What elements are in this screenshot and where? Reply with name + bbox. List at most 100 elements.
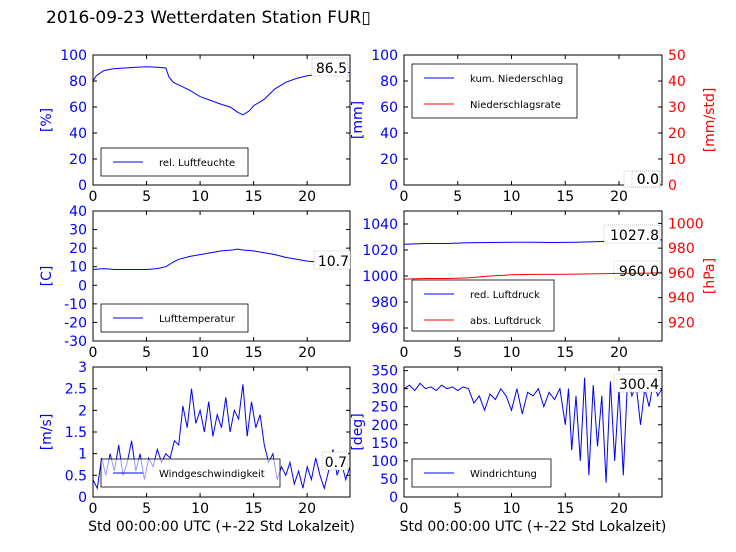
x-tick-label-winddirection: 15 [556, 501, 574, 517]
y-tick-label-winddirection: 200 [371, 418, 398, 434]
value-label-temperature: 10.7 [318, 254, 349, 270]
legend-box-precipitation [411, 63, 578, 119]
y-tick-label-precipitation: 0 [389, 178, 398, 194]
plot-frame-humidity [92, 54, 351, 186]
y-tick-label-temperature: -10 [64, 297, 87, 313]
y-tick-label-pressure: 980 [371, 295, 398, 311]
x-tick-label-temperature: 5 [142, 345, 151, 361]
y-tick-label-winddirection: 300 [371, 382, 398, 398]
y-tick-label-precipitation: 100 [371, 48, 398, 64]
x-tick-label-precipitation: 5 [453, 189, 462, 205]
x-tick-label-precipitation: 15 [556, 189, 574, 205]
chart-pressure: 0 5 10 15 20 960 980 1000 1020 1040 920 940 960 980 10… [362, 210, 718, 361]
y-tick-label-temperature: -30 [64, 334, 87, 350]
value-box-winddirection [613, 373, 661, 393]
y-tick-label-pressure: 1020 [362, 243, 398, 259]
y-tick-label-pressure: 1040 [362, 217, 398, 233]
y-tick-label-humidity: 20 [69, 152, 87, 168]
legend-label-pressure-0: red. Luftdruck [470, 290, 540, 301]
x-axis-label-windspeed: Std 00:00:00 UTC (+-22 Std Lokalzeit) [88, 519, 355, 535]
y-axis-label-windspeed: [m/s] [39, 414, 55, 451]
legend-precipitation: kum. Niederschlag Niederschlagsrate [411, 63, 578, 119]
value-box-right-pressure [613, 260, 661, 280]
y-tick-label-right-pressure: 960 [668, 266, 695, 282]
y-tick-label-temperature: 30 [69, 223, 87, 239]
chart-windspeed: 0 5 10 15 20 0 0.5 1 1.5 2 2.5 3 [m/s] Std 00:00:00 U… [39, 360, 355, 535]
y-tick-label-temperature: -20 [64, 315, 87, 331]
x-tick-label-winddirection: 10 [503, 501, 521, 517]
value-label-winddirection: 300.4 [619, 377, 659, 393]
y-tick-label-windspeed: 0.5 [65, 468, 87, 484]
y-tick-label-windspeed: 2 [78, 403, 87, 419]
x-tick-label-precipitation: 10 [503, 189, 521, 205]
y-tick-label-right-precipitation: 40 [668, 74, 686, 90]
y-tick-label-right-precipitation: 50 [668, 48, 686, 64]
x-tick-label-windspeed: 0 [89, 501, 98, 517]
legend-winddirection: Windrichtung [411, 458, 552, 488]
value-label-precipitation: 0.0 [637, 172, 659, 188]
legend-humidity: rel. Luftfeuchte [100, 147, 249, 177]
y-tick-label-winddirection: 50 [380, 472, 398, 488]
value-box-humidity [311, 57, 349, 77]
y-tick-label-humidity: 100 [60, 48, 87, 64]
x-tick-label-humidity: 20 [298, 189, 316, 205]
legend-label-winddirection-0: Windrichtung [470, 469, 537, 480]
y-axis-label-humidity: [%] [39, 108, 55, 132]
y-axis-label-right-precipitation: [mm/std] [702, 88, 718, 153]
y-axis-label-right-pressure: [hPa] [702, 258, 718, 294]
y-tick-label-winddirection: 0 [389, 490, 398, 506]
legend-label-precipitation-1: Niederschlagsrate [470, 100, 561, 111]
x-tick-label-pressure: 10 [503, 345, 521, 361]
page-title: 2016-09-23 Wetterdaten Station FUR▯ [46, 8, 371, 28]
plot-frame-winddirection [403, 366, 663, 498]
y-tick-label-precipitation: 20 [380, 152, 398, 168]
y-tick-label-windspeed: 1.5 [65, 425, 87, 441]
x-tick-label-pressure: 20 [610, 345, 628, 361]
x-tick-label-temperature: 0 [89, 345, 98, 361]
y-tick-label-right-pressure: 940 [668, 291, 695, 307]
y-tick-label-windspeed: 3 [78, 360, 87, 376]
x-tick-label-humidity: 5 [142, 189, 151, 205]
legend-box-pressure [411, 279, 555, 332]
y-tick-label-precipitation: 40 [380, 126, 398, 142]
value-box-windspeed [321, 451, 349, 471]
y-tick-label-temperature: 0 [78, 278, 87, 294]
series-line-temperature-0 [93, 248, 350, 270]
x-tick-label-windspeed: 20 [298, 501, 316, 517]
series-line-pressure-1 [404, 272, 662, 280]
x-tick-label-humidity: 0 [89, 189, 98, 205]
y-tick-label-windspeed: 1 [78, 447, 87, 463]
x-tick-label-pressure: 0 [400, 345, 409, 361]
y-tick-label-precipitation: 60 [380, 100, 398, 116]
legend-label-temperature-0: Lufttemperatur [159, 314, 236, 325]
x-axis-label-winddirection: Std 00:00:00 UTC (+-22 Std Lokalzeit) [400, 519, 667, 535]
legend-label-windspeed-0: Windgeschwindigkeit [159, 469, 265, 480]
value-box-temperature [313, 250, 351, 270]
x-tick-label-pressure: 5 [453, 345, 462, 361]
x-tick-label-temperature: 15 [245, 345, 263, 361]
y-tick-label-temperature: 10 [69, 260, 87, 276]
y-tick-label-pressure: 1000 [362, 269, 398, 285]
value-label-right-pressure: 960.0 [619, 264, 659, 280]
x-tick-label-temperature: 20 [298, 345, 316, 361]
y-tick-label-humidity: 40 [69, 126, 87, 142]
value-label-pressure: 1027.8 [610, 228, 659, 244]
y-tick-label-winddirection: 100 [371, 454, 398, 470]
legend-label-humidity-0: rel. Luftfeuchte [159, 158, 235, 169]
x-tick-label-pressure: 15 [556, 345, 574, 361]
y-tick-label-right-precipitation: 10 [668, 152, 686, 168]
legend-temperature: Lufttemperatur [100, 303, 249, 333]
legend-label-pressure-1: abs. Luftdruck [470, 316, 541, 327]
x-tick-label-precipitation: 20 [610, 189, 628, 205]
y-tick-label-precipitation: 80 [380, 74, 398, 90]
chart-humidity: 0 5 10 15 20 0 20 40 60 80 100 [%] rel. Luftfeuchte 8… [39, 48, 351, 205]
y-tick-label-right-pressure: 1000 [668, 216, 704, 232]
legend-label-precipitation-0: kum. Niederschlag [470, 74, 563, 85]
x-tick-label-winddirection: 0 [400, 501, 409, 517]
y-tick-label-right-precipitation: 30 [668, 100, 686, 116]
x-tick-label-windspeed: 10 [191, 501, 209, 517]
y-tick-label-winddirection: 250 [371, 400, 398, 416]
